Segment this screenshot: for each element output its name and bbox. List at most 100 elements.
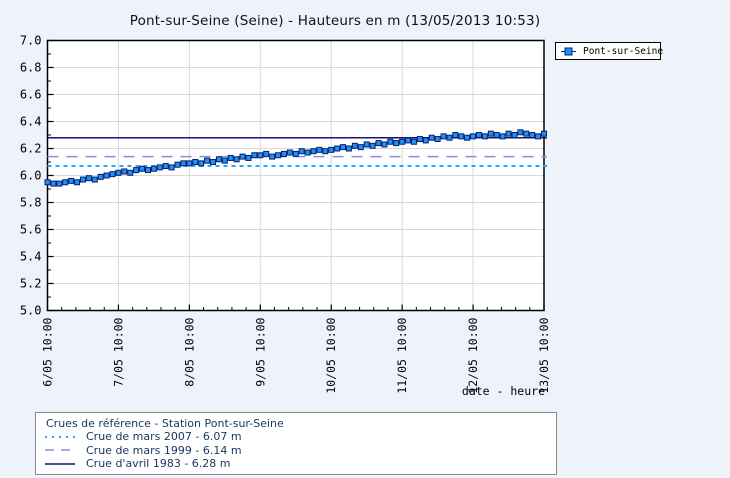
x-tick-label: 12/05 10:00 [466, 317, 480, 393]
data-point-marker [422, 137, 429, 144]
series-legend-label: Pont-sur-Seine [583, 45, 664, 57]
data-point-marker [357, 144, 364, 151]
data-point-marker [245, 154, 252, 161]
data-point-marker [416, 136, 423, 143]
data-point-marker [393, 140, 400, 147]
data-point-marker [192, 159, 199, 165]
reference-legend-entry: Crue d'avril 1983 - 6.28 m [44, 457, 556, 470]
y-tick-label: 6.4 [20, 115, 42, 129]
reference-legend-rows: Crue de mars 2007 - 6.07 m Crue de mars 1… [44, 430, 556, 470]
data-point-marker [493, 132, 500, 138]
data-point-marker [79, 176, 86, 183]
reference-legend-label: Crue de mars 1999 - 6.14 m [86, 443, 242, 457]
data-point-marker [334, 145, 341, 152]
data-point-marker [150, 165, 157, 172]
data-point-marker [452, 132, 459, 138]
data-point-marker [121, 168, 128, 175]
data-point-marker [127, 169, 134, 176]
y-tick-label: 5.8 [20, 196, 42, 210]
data-point-marker [475, 132, 482, 138]
data-point-marker [292, 150, 299, 157]
data-point-marker [174, 161, 181, 168]
data-point-marker [375, 140, 382, 147]
chart-title: Pont-sur-Seine (Seine) - Hauteurs en m (… [129, 13, 541, 29]
data-point-marker [156, 164, 163, 171]
data-point-marker [322, 148, 329, 155]
data-point-marker [233, 156, 240, 163]
data-point-marker [405, 137, 412, 144]
data-point-marker [328, 146, 335, 153]
data-point-marker [227, 154, 234, 161]
data-point-marker [529, 132, 536, 138]
data-point-marker [363, 141, 370, 148]
data-point-marker [434, 136, 441, 143]
x-tick-label: 7/05 10:00 [111, 317, 125, 386]
y-tick-label: 7.0 [20, 34, 42, 48]
data-point-marker [85, 175, 92, 182]
data-point-marker [198, 160, 205, 167]
data-point-marker [269, 153, 276, 160]
data-point-marker [97, 173, 104, 180]
data-point-marker [535, 133, 542, 140]
data-point-marker [62, 179, 69, 186]
data-point-marker [440, 133, 447, 140]
x-tick-label: 6/05 10:00 [41, 317, 55, 386]
data-point-marker [50, 180, 57, 187]
data-point-marker [351, 142, 358, 149]
data-point-marker [304, 149, 311, 156]
data-point-marker [286, 149, 293, 156]
data-point-marker [215, 156, 222, 163]
data-point-marker [458, 133, 465, 140]
reference-legend-label: Crue d'avril 1983 - 6.28 m [86, 457, 231, 471]
plot-svg: 5.0 5.2 5.4 5.6 5.8 6.0 6.2 6.4 6.6 6.8 7.0 6/05 10… [20, 34, 551, 394]
data-point-marker [523, 130, 530, 137]
data-point-marker [464, 134, 471, 141]
data-point-marker [340, 144, 347, 151]
data-point-marker [280, 150, 287, 157]
data-point-marker [221, 157, 228, 164]
data-point-marker [239, 153, 246, 160]
data-point-marker [505, 130, 512, 137]
data-point-marker [517, 129, 524, 136]
y-tick-label: 6.6 [20, 88, 42, 102]
y-tick-label: 5.0 [20, 304, 42, 318]
data-point-marker [387, 138, 394, 145]
x-tick-label: 10/05 10:00 [324, 317, 338, 393]
data-point-marker [310, 148, 317, 155]
data-point-marker [298, 148, 305, 155]
x-tick-label: 9/05 10:00 [253, 317, 267, 386]
data-point-marker [275, 152, 282, 159]
reference-legend-box: Crues de référence - Station Pont-sur-Se… [35, 412, 557, 475]
data-point-marker [115, 169, 122, 176]
y-tick-label: 6.8 [20, 61, 42, 75]
x-tick-label: 8/05 10:00 [182, 317, 196, 386]
data-point-marker [44, 179, 51, 186]
data-point-marker [345, 145, 352, 152]
data-point-marker [257, 152, 264, 159]
data-point-marker [446, 134, 453, 141]
data-point-marker [162, 163, 169, 170]
data-point-marker [68, 177, 75, 184]
data-point-marker [210, 159, 216, 165]
data-point-marker [103, 172, 110, 179]
data-point-marker [511, 132, 518, 138]
y-tick-label: 6.2 [20, 142, 42, 156]
data-point-marker [56, 180, 63, 187]
data-point-marker [139, 165, 146, 172]
data-point-marker [109, 171, 116, 178]
x-tick-label: 11/05 10:00 [395, 317, 409, 393]
data-point-marker [410, 138, 417, 145]
series-legend-box: Pont-sur-Seine [555, 42, 664, 60]
data-point-marker [499, 133, 506, 140]
data-point-marker [251, 152, 258, 159]
data-point-marker [470, 133, 477, 140]
data-point-marker [133, 167, 140, 174]
data-point-marker [180, 160, 187, 167]
data-point-marker [487, 130, 494, 137]
data-point-marker [399, 138, 406, 145]
x-axis-label: date - heure [461, 384, 545, 398]
data-point-marker [74, 179, 81, 186]
y-tick-label: 5.2 [20, 277, 42, 291]
reference-legend-entry: Crue de mars 2007 - 6.07 m [44, 430, 556, 443]
data-point-marker [369, 142, 376, 149]
